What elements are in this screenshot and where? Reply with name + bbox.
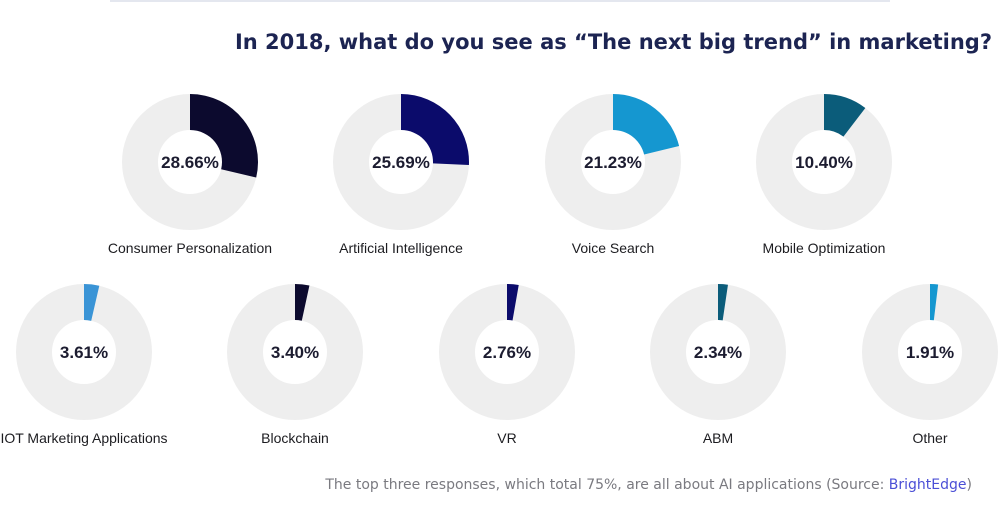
value-label-vr: 2.76% [483,343,531,362]
donut-vr: 2.76% VR [439,284,575,446]
donut-consumer-personalization: 28.66% Consumer Personalization [108,94,272,256]
donut-slice-blockchain [295,284,310,321]
category-label-mobile-optimization: Mobile Optimization [763,240,886,256]
chart-title: In 2018, what do you see as “The next bi… [234,30,992,54]
source-caption: The top three responses, which total 75%… [325,477,972,493]
value-label-mobile-optimization: 10.40% [795,153,853,172]
donut-voice-search: 21.23% Voice Search [545,94,681,256]
caption-suffix: ) [966,477,972,493]
donut-slice-other [930,284,939,321]
value-label-iot-marketing-applications: 3.61% [60,343,108,362]
donut-slice-vr [507,284,519,321]
donut-slice-consumer-personalization [190,94,258,178]
donut-artificial-intelligence: 25.69% Artificial Intelligence [333,94,469,256]
category-label-voice-search: Voice Search [572,240,655,256]
value-label-voice-search: 21.23% [584,153,642,172]
donut-slice-mobile-optimization [824,94,866,137]
donut-slice-artificial-intelligence [401,94,469,165]
caption-text: The top three responses, which total 75%… [325,477,889,493]
donut-blockchain: 3.40% Blockchain [227,284,363,446]
category-label-vr: VR [497,430,516,446]
top-divider [110,0,890,2]
category-label-iot-marketing-applications: IOT Marketing Applications [0,430,167,446]
donut-mobile-optimization: 10.40% Mobile Optimization [756,94,892,256]
donut-slice-iot-marketing-applications [84,284,100,321]
donut-abm: 2.34% ABM [650,284,786,446]
donut-slice-voice-search [613,94,680,155]
donut-other: 1.91% Other [862,284,998,446]
value-label-consumer-personalization: 28.66% [161,153,219,172]
donut-slice-abm [718,284,728,321]
value-label-blockchain: 3.40% [271,343,319,362]
value-label-abm: 2.34% [694,343,742,362]
value-label-other: 1.91% [906,343,954,362]
source-link[interactable]: BrightEdge [888,477,967,493]
value-label-artificial-intelligence: 25.69% [372,153,430,172]
donut-iot-marketing-applications: 3.61% IOT Marketing Applications [0,284,168,446]
category-label-consumer-personalization: Consumer Personalization [108,240,272,256]
category-label-artificial-intelligence: Artificial Intelligence [339,240,463,256]
category-label-abm: ABM [703,430,733,446]
category-label-other: Other [912,430,947,446]
category-label-blockchain: Blockchain [261,430,329,446]
